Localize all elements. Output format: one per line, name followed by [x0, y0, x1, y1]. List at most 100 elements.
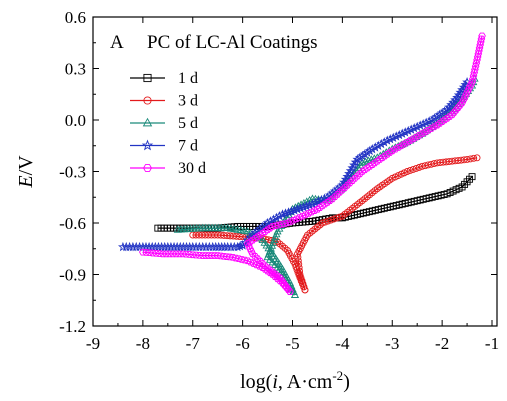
data-point-hexagon [268, 223, 277, 230]
data-point-square [468, 173, 476, 181]
x-label-mid: , A·cm [278, 371, 333, 393]
data-point-star [286, 206, 297, 216]
legend: 1 d 3 d 5 d 7 d 30 d [130, 70, 206, 177]
x-tick-label: -4 [335, 334, 350, 353]
data-point-circle [473, 154, 481, 162]
data-point-hexagon [328, 195, 337, 203]
data-point-hexagon [310, 207, 319, 214]
data-point-star [391, 131, 402, 141]
data-point-star [457, 84, 468, 95]
data-point-circle [296, 271, 304, 278]
data-point-hexagon [276, 274, 284, 282]
data-point-hexagon [240, 256, 249, 264]
data-point-hexagon [343, 181, 352, 189]
legend-item: 5 d [130, 115, 198, 132]
data-point-star [349, 160, 359, 170]
data-point-hexagon [266, 224, 274, 232]
y-tick-label: -0.6 [59, 214, 86, 233]
data-point-circle [143, 96, 152, 105]
data-point-star [452, 92, 463, 102]
data-point-star [421, 117, 432, 127]
data-point-star [412, 121, 423, 132]
data-point-hexagon [391, 145, 400, 153]
data-point-hexagon [273, 272, 282, 280]
data-point-hexagon [266, 266, 274, 274]
data-point-star [448, 97, 459, 107]
data-point-circle [412, 164, 420, 172]
data-point-circle [336, 213, 343, 221]
data-point-star [418, 118, 429, 129]
y-tick-label: 0.3 [65, 60, 86, 79]
data-point-hexagon [243, 257, 252, 265]
data-point-hexagon [356, 170, 364, 178]
data-point-star [446, 99, 457, 110]
legend-item: 1 d [130, 70, 198, 87]
panel-label: A [110, 32, 124, 53]
data-point-star [397, 128, 408, 138]
data-point-star [373, 140, 384, 150]
plot-frame [92, 16, 498, 327]
data-point-circle [299, 280, 307, 288]
data-point-hexagon [231, 254, 240, 262]
data-point-hexagon [271, 273, 279, 280]
data-point-hexagon [346, 179, 354, 187]
data-point-star [409, 123, 420, 133]
data-point-hexagon [234, 255, 243, 263]
data-point-star [424, 116, 435, 126]
data-point-hexagon [424, 126, 432, 134]
data-point-hexagon [263, 264, 272, 272]
data-point-hexagon [338, 186, 347, 194]
data-point-hexagon [268, 268, 277, 276]
legend-label: 3 d [178, 93, 198, 110]
data-point-star [307, 198, 318, 209]
data-point-star [444, 102, 455, 112]
data-point-star [403, 125, 414, 136]
data-point-star [339, 177, 349, 187]
data-point-hexagon [478, 32, 486, 40]
data-point-star [376, 138, 387, 149]
legend-label: 30 d [178, 160, 206, 177]
data-point-star [271, 212, 282, 223]
data-point-star [292, 204, 303, 214]
data-point-hexagon [470, 69, 479, 76]
data-point-circle [300, 283, 308, 291]
data-point-star [345, 165, 356, 176]
data-point-star [304, 199, 315, 210]
data-point-hexagon [333, 191, 342, 198]
data-point-hexagon [409, 135, 418, 143]
x-tick-label: -1 [485, 334, 499, 353]
data-point-hexagon [286, 218, 295, 225]
data-point-hexagon [427, 125, 435, 132]
data-point-hexagon [471, 66, 479, 73]
data-point-circle [463, 156, 471, 163]
data-point-hexagon [258, 260, 267, 267]
x-label-sup: -2 [332, 368, 343, 383]
data-point-hexagon [237, 256, 246, 263]
data-point-hexagon [331, 193, 339, 200]
data-point-star [394, 129, 405, 140]
data-point-star [350, 157, 361, 167]
data-point-hexagon [341, 184, 349, 191]
data-point-hexagon [394, 144, 403, 151]
y-label-post: /V [15, 155, 37, 176]
series-line [267, 176, 473, 228]
data-point-star [298, 202, 309, 212]
series-layer [118, 32, 486, 298]
legend-item: 7 d [130, 138, 198, 155]
data-point-triangle [358, 158, 367, 166]
data-point-star [455, 87, 466, 97]
data-point-hexagon [348, 177, 357, 184]
legend-item: 30 d [130, 160, 206, 177]
data-point-star [379, 137, 390, 147]
data-point-hexagon [255, 262, 264, 270]
data-point-hexagon [298, 212, 307, 220]
data-point-hexagon [277, 221, 286, 228]
data-point-hexagon [274, 221, 283, 229]
series-7-d [118, 77, 472, 252]
data-point-hexagon [307, 208, 316, 216]
data-point-star [274, 210, 285, 221]
data-point-hexagon [418, 130, 427, 138]
data-point-star [385, 134, 396, 144]
data-point-circle [297, 274, 305, 282]
